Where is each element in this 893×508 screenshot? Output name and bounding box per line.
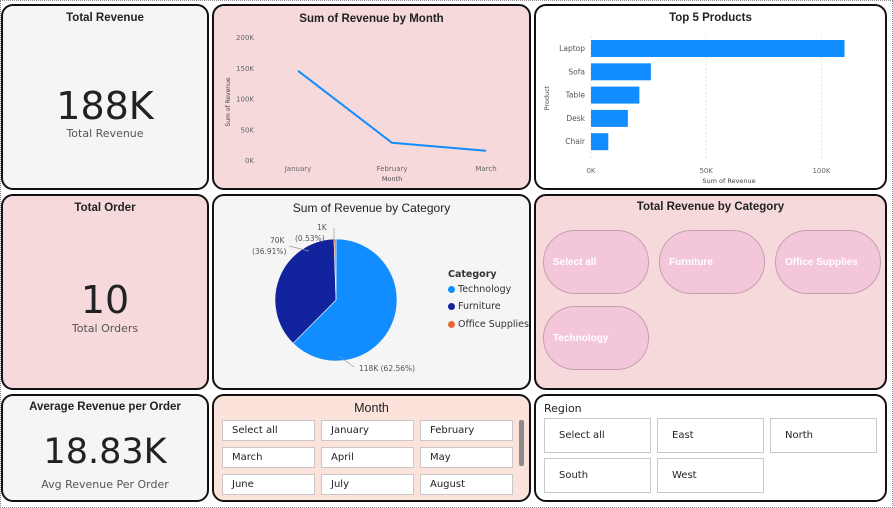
region-slicer-card: Region Select all East North South West: [534, 394, 887, 502]
y-tick-label: 100K: [236, 96, 254, 104]
legend-dot-icon: [448, 303, 455, 310]
leader-line: [288, 245, 310, 252]
revenue-by-category-pie-card[interactable]: Sum of Revenue by Category 1K (0.53%) 70…: [212, 194, 531, 390]
total-order-card: Total Order 10 Total Orders: [1, 194, 209, 390]
y-axis-label: Sum of Revenue: [225, 77, 232, 126]
kpi-label: Total Orders: [71, 322, 139, 335]
legend-item-technology[interactable]: Technology: [448, 284, 511, 295]
legend-dot-icon: [448, 286, 455, 293]
data-label-office: 1K: [317, 223, 328, 232]
scrollbar[interactable]: [519, 420, 524, 466]
y-tick-label: Laptop: [559, 44, 585, 53]
x-tick-label: 0K: [586, 167, 595, 175]
x-tick-label: March: [475, 165, 496, 173]
bar: [591, 40, 845, 57]
chart-title: Sum of Revenue by Category: [292, 201, 451, 215]
y-axis-label: Product: [543, 85, 551, 110]
legend-item-furniture[interactable]: Furniture: [448, 301, 501, 312]
card-title: Month: [354, 401, 389, 415]
card-title: Average Revenue per Order: [29, 401, 181, 413]
bar: [591, 86, 640, 104]
kpi-value: 188K: [56, 84, 154, 128]
month-option-march[interactable]: March: [222, 447, 315, 468]
revenue-by-month-card[interactable]: Sum of Revenue by Month Sum of Revenue M…: [212, 4, 531, 190]
y-tick-label: Table: [565, 91, 586, 100]
kpi-label: Total Revenue: [66, 127, 144, 140]
x-tick-label: 50K: [699, 167, 713, 175]
category-option-select-all[interactable]: Select all: [543, 230, 649, 294]
bar: [591, 63, 651, 81]
kpi-value: 18.83K: [43, 432, 167, 472]
revenue-line: [297, 70, 487, 152]
y-tick-label: Sofa: [568, 67, 585, 76]
month-option-select-all[interactable]: Select all: [222, 420, 315, 441]
legend-label: Furniture: [458, 301, 501, 312]
legend-label: Technology: [458, 284, 512, 295]
bar-chart[interactable]: Product Sum of Revenue 0K 50K 100K Laptop S…: [536, 6, 885, 188]
x-axis-label: Month: [382, 175, 402, 183]
category-option-technology[interactable]: Technology: [543, 306, 649, 370]
card-title: Total Revenue by Category: [636, 201, 785, 213]
month-option-february[interactable]: February: [420, 420, 513, 441]
card-title: Region: [544, 402, 582, 415]
y-tick-label: Chair: [565, 137, 586, 146]
y-tick-label: Desk: [566, 114, 585, 123]
region-option-south[interactable]: South: [544, 458, 651, 493]
pie-slice: [292, 238, 398, 362]
x-axis-label: Sum of Revenue: [702, 177, 755, 185]
month-option-may[interactable]: May: [420, 447, 513, 468]
month-option-july[interactable]: July: [321, 474, 414, 495]
pie-chart[interactable]: 1K (0.53%) 70K (36.91%) 118K (62.56%): [214, 196, 529, 388]
line-chart[interactable]: Sum of Revenue Month 200K 150K 100K 50K 0K J…: [214, 6, 529, 188]
region-option-select-all[interactable]: Select all: [544, 418, 651, 453]
month-option-june[interactable]: June: [222, 474, 315, 495]
y-tick-label: 150K: [236, 65, 254, 73]
category-option-office-supplies[interactable]: Office Supplies: [775, 230, 881, 294]
bar: [591, 109, 628, 127]
month-option-january[interactable]: January: [321, 420, 414, 441]
card-title: Total Revenue: [66, 12, 144, 24]
chart-title: Sum of Revenue by Month: [299, 13, 444, 25]
region-option-north[interactable]: North: [770, 418, 877, 453]
kpi-value: 10: [80, 278, 130, 322]
category-option-furniture[interactable]: Furniture: [659, 230, 765, 294]
x-tick-label: January: [284, 165, 312, 173]
avg-revenue-card: Average Revenue per Order 18.83K Avg Rev…: [1, 394, 209, 502]
legend-title: Category: [448, 269, 497, 280]
legend-label: Office Supplies: [458, 319, 529, 330]
data-label-technology: 118K (62.56%): [359, 364, 415, 373]
region-option-west[interactable]: West: [657, 458, 764, 493]
y-tick-label: 0K: [245, 157, 254, 165]
pie-slice: [274, 238, 337, 344]
month-option-august[interactable]: August: [420, 474, 513, 495]
legend-dot-icon: [448, 321, 455, 328]
data-label-furniture: 70K: [270, 236, 286, 245]
x-tick-label: February: [376, 165, 407, 173]
leader-line: [338, 355, 355, 368]
y-tick-label: 200K: [236, 34, 254, 42]
bar: [591, 133, 609, 151]
data-label-furniture-pct: (36.91%): [252, 247, 287, 256]
card-title: Total Order: [74, 202, 136, 214]
y-tick-label: 50K: [241, 126, 255, 134]
legend-item-office-supplies[interactable]: Office Supplies: [448, 319, 529, 330]
x-tick-label: 100K: [812, 167, 830, 175]
chart-title: Top 5 Products: [669, 12, 752, 24]
region-option-east[interactable]: East: [657, 418, 764, 453]
total-revenue-card: Total Revenue 188K Total Revenue: [1, 4, 209, 190]
kpi-label: Avg Revenue Per Order: [41, 478, 169, 491]
category-slicer-card: Total Revenue by Category Select all Fur…: [534, 194, 887, 390]
month-slicer-card: Month Select all January February March …: [212, 394, 531, 502]
data-label-office-pct: (0.53%): [295, 234, 325, 243]
top-products-card[interactable]: Top 5 Products Product Sum of Revenue 0K…: [534, 4, 887, 190]
month-option-april[interactable]: April: [321, 447, 414, 468]
